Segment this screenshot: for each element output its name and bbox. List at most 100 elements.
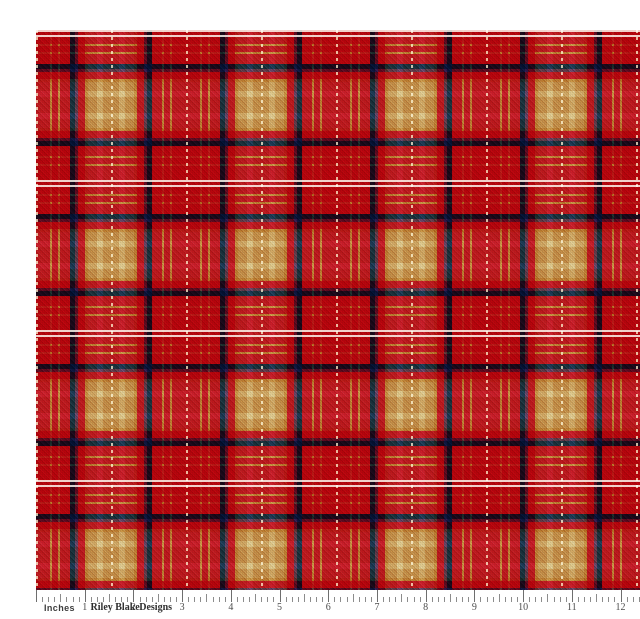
ruler-tick-major: [376, 590, 378, 602]
ruler-tick-major: [230, 590, 232, 602]
ruler-tick-minor: [188, 597, 190, 602]
ruler-tick-major: [425, 590, 427, 602]
ruler-tick-minor: [303, 594, 305, 602]
ruler-number: 8: [423, 602, 429, 613]
ruler-tick-minor: [60, 594, 62, 602]
ruler-number: 1: [82, 602, 88, 613]
ruler-number: 12: [615, 602, 626, 613]
ruler-tick-minor: [273, 597, 275, 602]
ruler-tick-minor: [115, 597, 117, 602]
fabric-swatch-image: [36, 30, 640, 590]
ruler-tick-minor: [48, 597, 50, 602]
ruler-tick-minor: [547, 594, 549, 602]
ruler-number: 2: [130, 602, 136, 613]
ruler-tick-minor: [157, 594, 159, 602]
ruler-tick-minor: [395, 597, 397, 602]
ruler-tick-minor: [72, 597, 74, 602]
ruler-tick-minor: [553, 597, 555, 602]
ruler-tick-minor: [212, 597, 214, 602]
ruler-tick-minor: [200, 597, 202, 602]
ruler-tick-major: [84, 590, 86, 602]
ruler-tick-minor: [109, 594, 111, 602]
ruler-tick-minor: [255, 594, 257, 602]
ruler-tick-major: [279, 590, 281, 602]
ruler-tick-band: [36, 590, 640, 602]
ruler-tick-major: [182, 590, 184, 602]
ruler-tick-minor: [121, 597, 123, 602]
ruler-tick-minor: [614, 597, 616, 602]
ruler-tick-minor: [535, 597, 537, 602]
ruler-tick-minor: [462, 597, 464, 602]
ruler-tick-minor: [638, 597, 640, 602]
ruler-number: 10: [518, 602, 529, 613]
ruler-tick-minor: [529, 597, 531, 602]
ruler-tick-minor: [90, 597, 92, 602]
ruler-tick-minor: [407, 597, 409, 602]
ruler-tick-minor: [510, 597, 512, 602]
ruler-tick-minor: [456, 597, 458, 602]
ruler-tick-minor: [334, 597, 336, 602]
ruler-unit-label: Inches: [44, 603, 75, 613]
white-overcheck-lines-vertical: [36, 30, 640, 590]
ruler-tick-minor: [486, 597, 488, 602]
ruler-number: 9: [471, 602, 477, 613]
ruler-tick-major: [523, 590, 525, 602]
ruler-tick-minor: [480, 597, 482, 602]
ruler-tick-minor: [285, 597, 287, 602]
ruler-tick-minor: [401, 594, 403, 602]
ruler-tick-minor: [626, 597, 628, 602]
ruler-tick-minor: [236, 597, 238, 602]
ruler-tick-minor: [602, 597, 604, 602]
ruler-tick-minor: [419, 597, 421, 602]
ruler-tick-minor: [309, 597, 311, 602]
ruler-tick-minor: [590, 597, 592, 602]
ruler-tick-minor: [176, 597, 178, 602]
ruler-tick-minor: [608, 597, 610, 602]
ruler-tick-minor: [340, 597, 342, 602]
ruler-number: 4: [228, 602, 234, 613]
ruler-tick-minor: [443, 597, 445, 602]
ruler-tick-minor: [517, 597, 518, 602]
ruler-tick-minor: [322, 597, 324, 602]
ruler-tick-minor: [504, 597, 506, 602]
ruler-tick-major: [133, 590, 135, 602]
ruler-tick-minor: [96, 597, 98, 602]
ruler-tick-minor: [632, 597, 634, 602]
ruler-tick-minor: [468, 597, 470, 602]
ruler-tick-minor: [261, 597, 263, 602]
ruler-tick-minor: [243, 597, 245, 602]
ruler-tick-minor: [492, 597, 494, 602]
ruler-tick-major: [474, 590, 476, 602]
ruler-tick-minor: [151, 597, 153, 602]
ruler-tick-minor: [559, 597, 561, 602]
ruler-tick-minor: [583, 597, 585, 602]
ruler-number: 11: [566, 602, 577, 613]
ruler-tick-minor: [163, 597, 165, 602]
ruler-tick-minor: [316, 597, 318, 602]
ruler-tick-minor: [346, 597, 348, 602]
ruler-tick-minor: [78, 597, 80, 602]
ruler-tick-major: [328, 590, 330, 602]
ruler-tick-minor: [541, 597, 543, 602]
ruler-tick-minor: [218, 597, 220, 602]
ruler-tick-minor: [413, 597, 415, 602]
ruler-tick-minor: [389, 597, 391, 602]
ruler-tick-minor: [291, 597, 293, 602]
ruler-tick-minor: [352, 594, 354, 602]
brand-word-designs: Designs: [139, 602, 173, 613]
ruler-tick-minor: [358, 597, 360, 602]
ruler-tick-minor: [297, 597, 299, 602]
ruler-tick-minor: [364, 597, 366, 602]
ruler-tick-minor: [577, 597, 579, 602]
ruler-number: 6: [325, 602, 331, 613]
ruler-tick-minor: [431, 597, 433, 602]
ruler-tick-minor: [102, 597, 104, 602]
ruler-tick-minor: [450, 594, 452, 602]
ruler-tick-minor: [370, 597, 372, 602]
inch-ruler: Inches 1 2 3 4 5 6 7 8 9 10 11 12 Riley Blake Desig…: [0, 590, 640, 619]
ruler-tick-minor: [596, 594, 598, 602]
ruler-tick-minor: [139, 597, 141, 602]
brand-word-riley-blake: Riley Blake: [90, 602, 140, 613]
ruler-tick-minor: [383, 597, 385, 602]
